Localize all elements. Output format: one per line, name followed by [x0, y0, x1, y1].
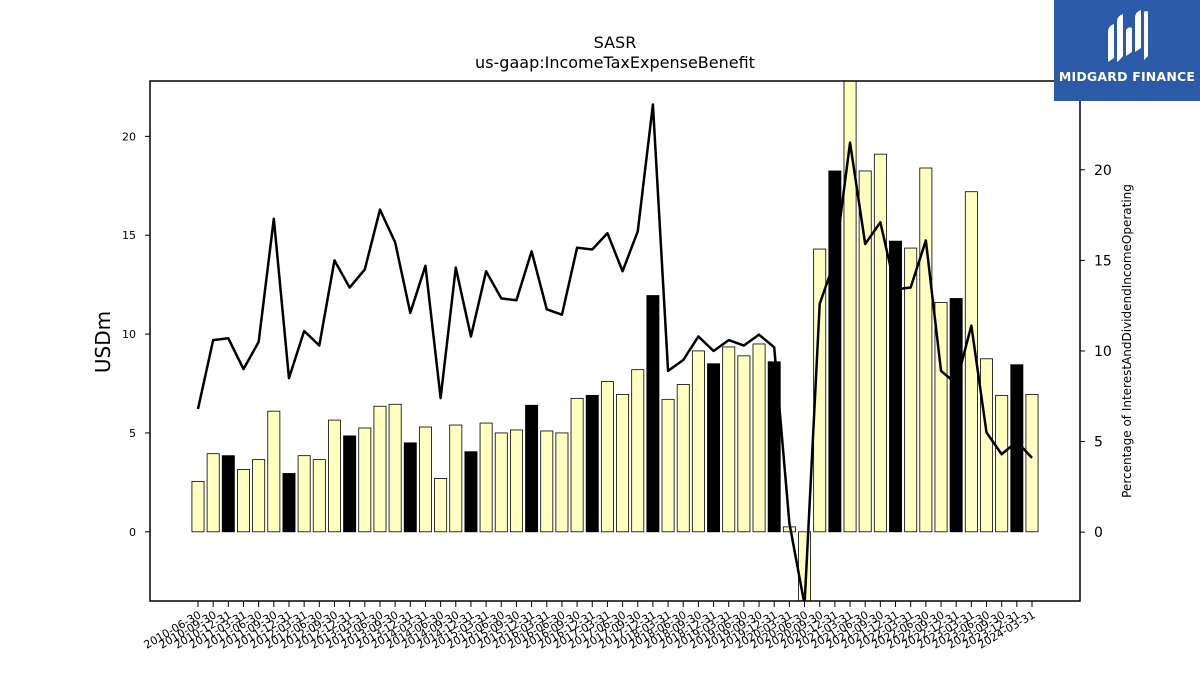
bar [509, 429, 523, 533]
bar [707, 363, 721, 533]
bar [813, 248, 827, 533]
chart-subtitle: us-gaap:IncomeTaxExpenseBenefit [475, 53, 755, 72]
bar [343, 435, 357, 533]
bar [373, 405, 387, 533]
y2-tick-label: 20 [1094, 163, 1112, 179]
bar [434, 478, 448, 533]
bar [418, 426, 432, 533]
bar [843, 81, 857, 533]
bar [252, 459, 266, 533]
bar [585, 394, 599, 533]
bar [737, 355, 751, 533]
bar [494, 432, 508, 533]
y2-tick-label: 10 [1094, 344, 1112, 360]
bar [570, 397, 584, 533]
y-tick-label: 5 [129, 427, 136, 440]
bar [600, 381, 614, 533]
bar [328, 419, 341, 533]
bar [403, 442, 417, 533]
bar [661, 398, 675, 533]
bar [919, 167, 933, 533]
bar [722, 346, 736, 533]
y-tick-label: 20 [122, 130, 136, 143]
bar [616, 393, 630, 533]
midgard-logo-icon [1108, 10, 1148, 62]
bar [1010, 364, 1024, 533]
bar [889, 240, 902, 533]
chart-title: SASR [594, 33, 637, 52]
line-layer [196, 103, 1033, 601]
bar [676, 384, 690, 533]
y-tick-label: 15 [122, 229, 136, 242]
y-tick-label: 10 [122, 328, 136, 341]
bar [691, 350, 705, 533]
bar [525, 404, 539, 533]
axes-layer: 05101520051015202010-06-302010-09-302010… [122, 80, 1112, 652]
bar [828, 170, 842, 533]
bar [449, 424, 463, 533]
bar [297, 455, 311, 533]
y2-tick-label: 5 [1094, 435, 1103, 451]
bar [904, 247, 918, 533]
bar [555, 432, 569, 533]
bar [206, 453, 220, 533]
bar [267, 410, 281, 533]
bar [540, 430, 554, 533]
y-axis-label: USDm [91, 311, 115, 373]
bar [752, 343, 766, 533]
bar [237, 469, 250, 533]
y2-axis-label: Percentage of InterestAndDividendIncomeO… [1120, 184, 1134, 498]
bar [980, 358, 993, 533]
bar [949, 298, 963, 533]
bar [358, 427, 372, 533]
bar [221, 455, 235, 533]
bar [282, 473, 296, 533]
brand-name: MIDGARD FINANCE [1058, 69, 1196, 84]
bar [873, 153, 887, 533]
plot-frame [149, 80, 1081, 602]
bar [1025, 393, 1039, 533]
bar [995, 394, 1009, 533]
y2-tick-label: 0 [1094, 525, 1103, 541]
bar [631, 369, 645, 533]
y-tick-label: 0 [129, 526, 136, 539]
bar [191, 480, 205, 533]
y2-tick-label: 15 [1094, 253, 1112, 269]
series-line [196, 103, 1033, 601]
bar [479, 422, 493, 533]
bar [646, 295, 660, 533]
bar [312, 459, 326, 533]
brand-logo: MIDGARD FINANCE [1054, 0, 1200, 101]
bar [934, 302, 948, 533]
bar [464, 451, 478, 533]
bar [388, 403, 402, 533]
bar [858, 170, 872, 533]
